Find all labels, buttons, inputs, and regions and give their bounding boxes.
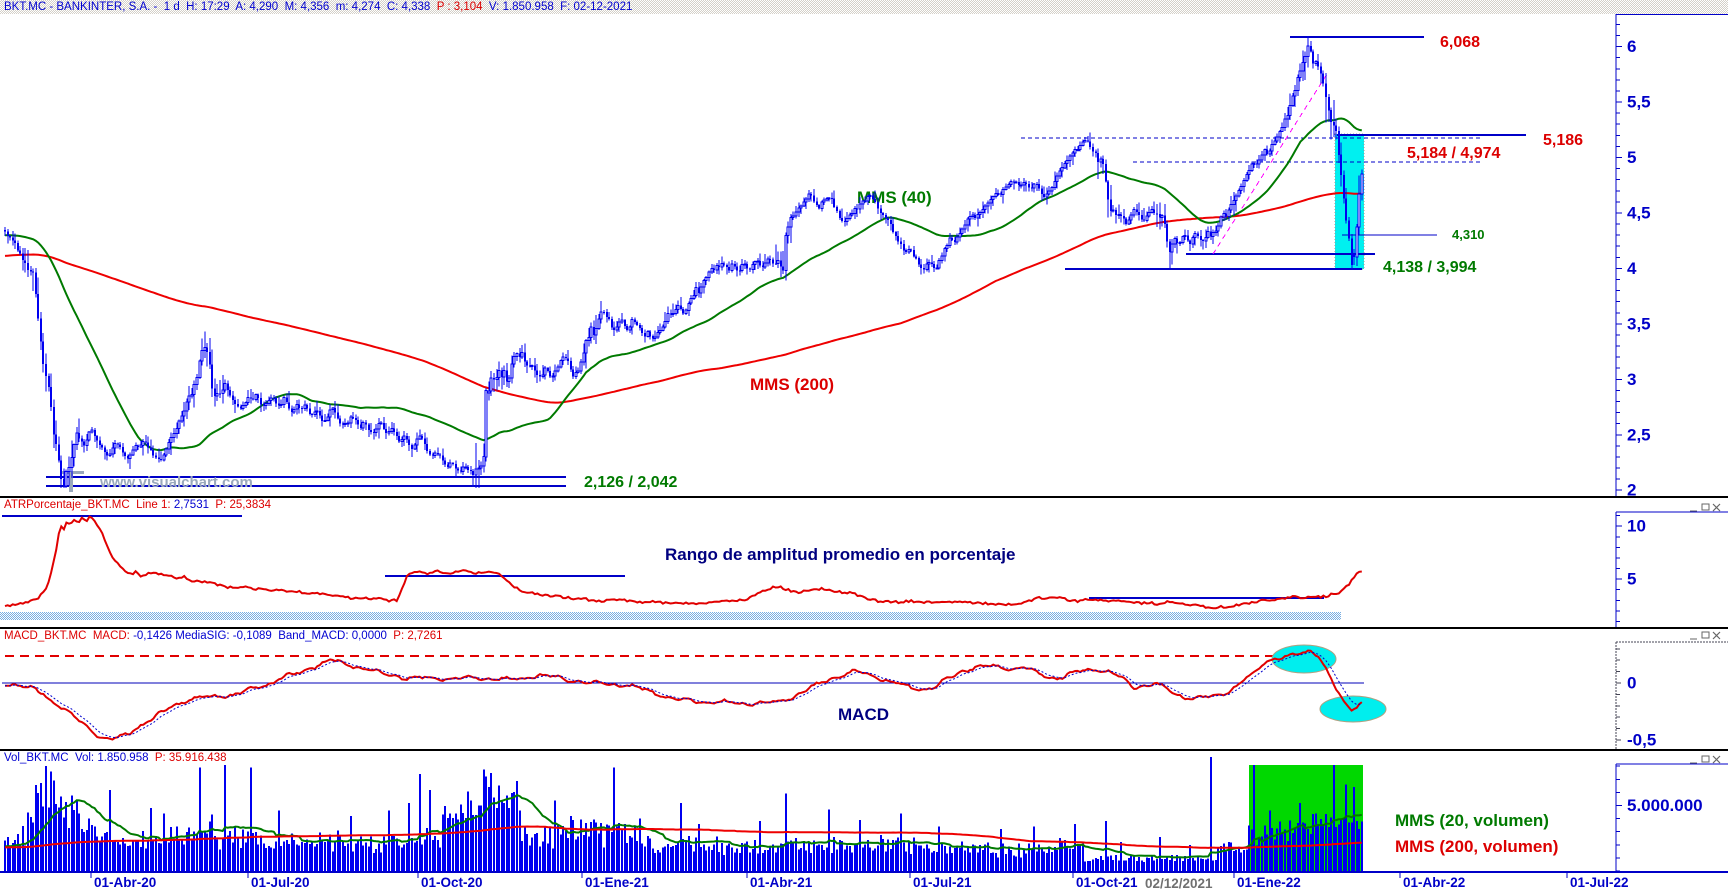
svg-text:5,186: 5,186 xyxy=(1543,132,1583,149)
svg-text:0: 0 xyxy=(1627,674,1636,693)
svg-text:01-Oct-20: 01-Oct-20 xyxy=(421,875,483,890)
svg-text:01-Oct-21: 01-Oct-21 xyxy=(1076,875,1138,890)
svg-text:5: 5 xyxy=(1627,148,1636,167)
svg-text:01-Jul-20: 01-Jul-20 xyxy=(251,875,310,890)
svg-text:01-Jul-22: 01-Jul-22 xyxy=(1570,875,1629,890)
svg-text:01-Abr-22: 01-Abr-22 xyxy=(1403,875,1465,890)
svg-text:01-Abr-21: 01-Abr-21 xyxy=(750,875,813,890)
svg-text:4: 4 xyxy=(1627,259,1637,278)
svg-text:4,138 / 3,994: 4,138 / 3,994 xyxy=(1383,259,1477,276)
svg-text:02/12/2021: 02/12/2021 xyxy=(1145,876,1213,891)
svg-text:2: 2 xyxy=(1627,481,1636,500)
svg-text:01-Abr-20: 01-Abr-20 xyxy=(94,875,156,890)
svg-text:MMS (40): MMS (40) xyxy=(857,188,932,207)
svg-text:01-Jul-21: 01-Jul-21 xyxy=(913,875,972,890)
svg-text:MACD: MACD xyxy=(838,705,889,724)
svg-text:4,310: 4,310 xyxy=(1452,227,1485,242)
svg-text:Rango de amplitud promedio en: Rango de amplitud promedio en porcentaje xyxy=(665,545,1015,564)
svg-text:MMS (20, volumen): MMS (20, volumen) xyxy=(1395,811,1549,830)
svg-text:6: 6 xyxy=(1627,37,1636,56)
svg-text:5,184 / 4,974: 5,184 / 4,974 xyxy=(1407,145,1501,162)
svg-text:6,068: 6,068 xyxy=(1440,34,1480,51)
svg-text:3,5: 3,5 xyxy=(1627,314,1651,333)
svg-text:01-Ene-21: 01-Ene-21 xyxy=(585,875,649,890)
svg-text:-0,5: -0,5 xyxy=(1627,731,1656,750)
svg-text:5,5: 5,5 xyxy=(1627,93,1651,112)
svg-text:10: 10 xyxy=(1627,517,1646,536)
svg-text:4,5: 4,5 xyxy=(1627,204,1651,223)
svg-text:www.visualchart.com: www.visualchart.com xyxy=(99,474,253,491)
svg-text:MMS (200, volumen): MMS (200, volumen) xyxy=(1395,837,1558,856)
svg-text:3: 3 xyxy=(1627,370,1636,389)
svg-text:5: 5 xyxy=(1627,570,1636,589)
svg-text:5.000.000: 5.000.000 xyxy=(1627,796,1703,815)
svg-text:MMS (200): MMS (200) xyxy=(750,375,834,394)
svg-text:2,5: 2,5 xyxy=(1627,425,1651,444)
svg-text:2,126 / 2,042: 2,126 / 2,042 xyxy=(584,474,678,491)
svg-text:01-Ene-22: 01-Ene-22 xyxy=(1237,875,1301,890)
